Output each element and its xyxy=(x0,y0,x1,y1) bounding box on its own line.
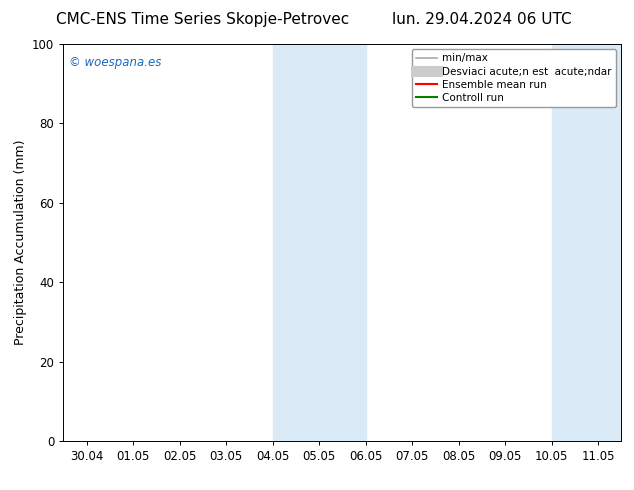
Bar xyxy=(273,44,366,441)
Text: lun. 29.04.2024 06 UTC: lun. 29.04.2024 06 UTC xyxy=(392,12,572,27)
Bar xyxy=(552,44,621,441)
Text: CMC-ENS Time Series Skopje-Petrovec: CMC-ENS Time Series Skopje-Petrovec xyxy=(56,12,349,27)
Text: © woespana.es: © woespana.es xyxy=(69,56,162,69)
Y-axis label: Precipitation Accumulation (mm): Precipitation Accumulation (mm) xyxy=(13,140,27,345)
Legend: min/max, Desviaci acute;n est  acute;ndar, Ensemble mean run, Controll run: min/max, Desviaci acute;n est acute;ndar… xyxy=(412,49,616,107)
